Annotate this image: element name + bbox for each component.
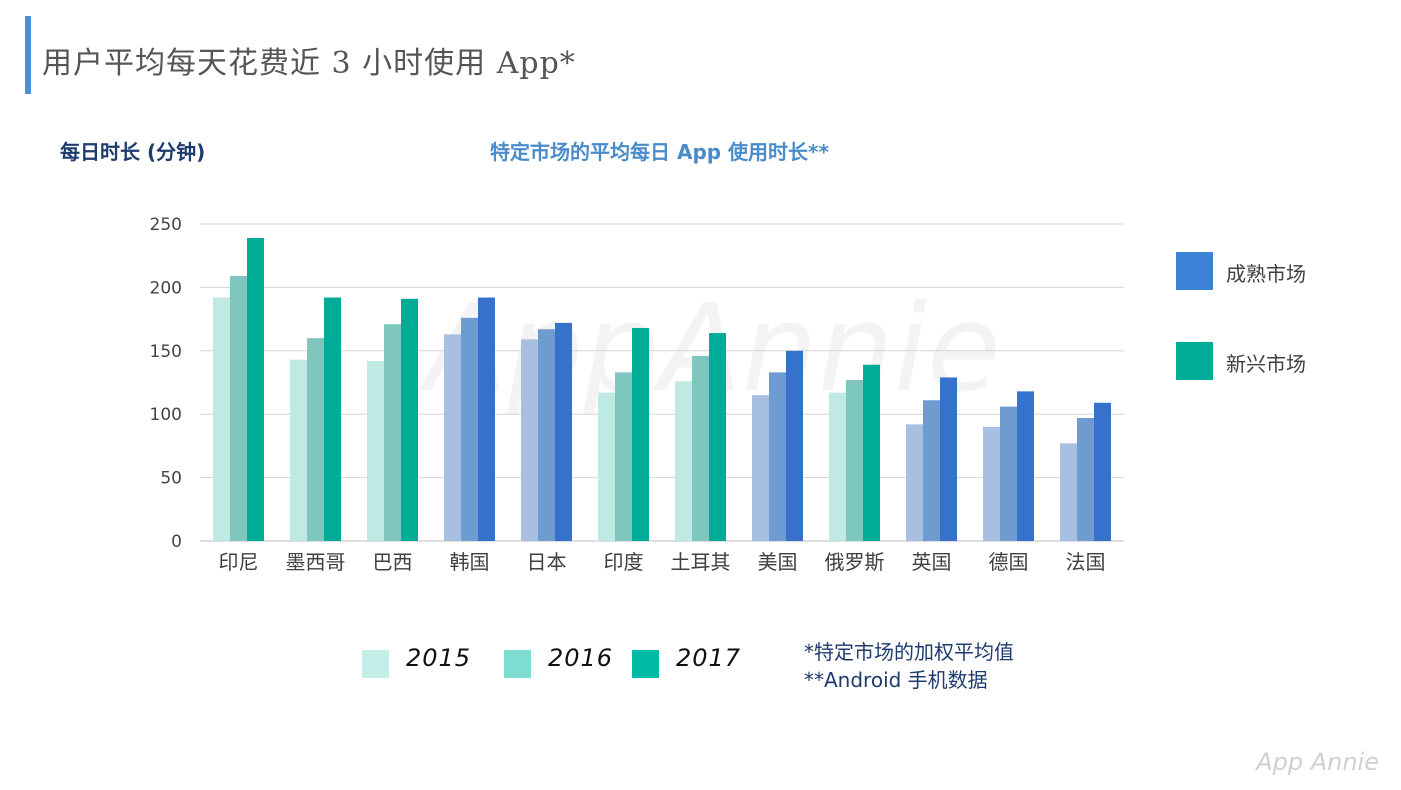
y-tick-label-150: 150 [150, 342, 182, 362]
chart-title: 特定市场的平均每日 App 使用时长** [490, 140, 829, 164]
bar-法国-2015 [1060, 443, 1077, 541]
bar-日本-2017 [555, 322, 572, 541]
bar-土耳其-2015 [675, 381, 692, 541]
bar-德国-2016 [1000, 406, 1017, 541]
legend-swatch-emerging [1176, 342, 1213, 380]
bar-韩国-2015 [444, 334, 461, 541]
bar-印尼-2015 [213, 297, 230, 541]
bar-日本-2016 [538, 329, 555, 541]
bar-印尼-2016 [230, 275, 247, 541]
bar-印度-2016 [615, 372, 632, 541]
app-annie-logo: App Annie [1256, 748, 1379, 776]
x-tick-label-1: 墨西哥 [286, 550, 346, 574]
legend-label-2015: 2015 [406, 644, 472, 672]
y-axis-unit-label: 每日时长 (分钟) [60, 140, 206, 164]
y-tick-label-0: 0 [171, 532, 182, 552]
x-tick-label-0: 印尼 [219, 550, 259, 574]
bar-印尼-2017 [247, 237, 264, 541]
bar-日本-2015 [521, 339, 538, 541]
title-accent-bar [25, 16, 31, 94]
x-tick-label-10: 德国 [989, 550, 1029, 574]
legend-label-emerging: 新兴市场 [1226, 352, 1306, 376]
footnotes: *特定市场的加权平均值 **Android 手机数据 [804, 638, 1014, 694]
bar-墨西哥-2017 [324, 297, 341, 541]
x-tick-label-5: 印度 [604, 550, 644, 574]
bar-韩国-2016 [461, 317, 478, 541]
page-title: 用户平均每天花费近 3 小时使用 App* [42, 46, 576, 81]
bar-印度-2017 [632, 327, 649, 541]
legend-swatch-2015 [362, 650, 389, 678]
x-tick-label-6: 土耳其 [671, 550, 731, 574]
bar-土耳其-2017 [709, 333, 726, 541]
legend-swatch-2016 [504, 650, 531, 678]
bar-墨西哥-2015 [290, 359, 307, 541]
bar-俄罗斯-2016 [846, 379, 863, 541]
y-tick-label-200: 200 [150, 278, 182, 298]
bar-法国-2017 [1094, 402, 1111, 541]
x-tick-label-9: 英国 [912, 550, 952, 574]
x-tick-label-2: 巴西 [373, 550, 413, 574]
bar-德国-2017 [1017, 391, 1034, 541]
x-tick-label-7: 美国 [758, 550, 798, 574]
bar-美国-2017 [786, 350, 803, 541]
bar-土耳其-2016 [692, 355, 709, 541]
legend-swatch-2017 [632, 650, 659, 678]
bar-巴西-2017 [401, 298, 418, 541]
x-tick-label-8: 俄罗斯 [825, 550, 885, 574]
y-tick-label-250: 250 [150, 215, 182, 235]
footnote-weighted-average: *特定市场的加权平均值 [804, 640, 1014, 664]
bar-英国-2015 [906, 424, 923, 541]
bar-英国-2016 [923, 400, 940, 541]
legend-label-2016: 2016 [548, 644, 614, 672]
legend-swatch-mature [1176, 252, 1213, 290]
bar-德国-2015 [983, 426, 1000, 541]
bar-美国-2015 [752, 395, 769, 541]
bar-法国-2016 [1077, 418, 1094, 541]
bar-巴西-2016 [384, 324, 401, 541]
bar-英国-2017 [940, 377, 957, 541]
x-tick-label-3: 韩国 [450, 550, 490, 574]
x-tick-label-4: 日本 [527, 550, 567, 574]
bar-墨西哥-2016 [307, 338, 324, 541]
y-tick-label-100: 100 [150, 405, 182, 425]
x-tick-label-11: 法国 [1066, 550, 1106, 574]
bar-巴西-2015 [367, 360, 384, 541]
bar-美国-2016 [769, 372, 786, 541]
footnote-android-data: **Android 手机数据 [804, 668, 988, 692]
bar-印度-2015 [598, 392, 615, 541]
bar-韩国-2017 [478, 297, 495, 541]
bar-俄罗斯-2017 [863, 364, 880, 541]
y-tick-label-50: 50 [160, 469, 182, 489]
legend-label-mature: 成熟市场 [1226, 262, 1306, 286]
legend-label-2017: 2017 [676, 644, 742, 672]
bar-俄罗斯-2015 [829, 392, 846, 541]
